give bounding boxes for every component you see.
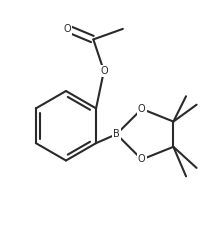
Text: O: O <box>63 24 71 34</box>
Text: O: O <box>100 66 108 76</box>
Text: O: O <box>138 104 146 114</box>
Text: O: O <box>138 154 146 164</box>
Text: B: B <box>113 129 120 139</box>
